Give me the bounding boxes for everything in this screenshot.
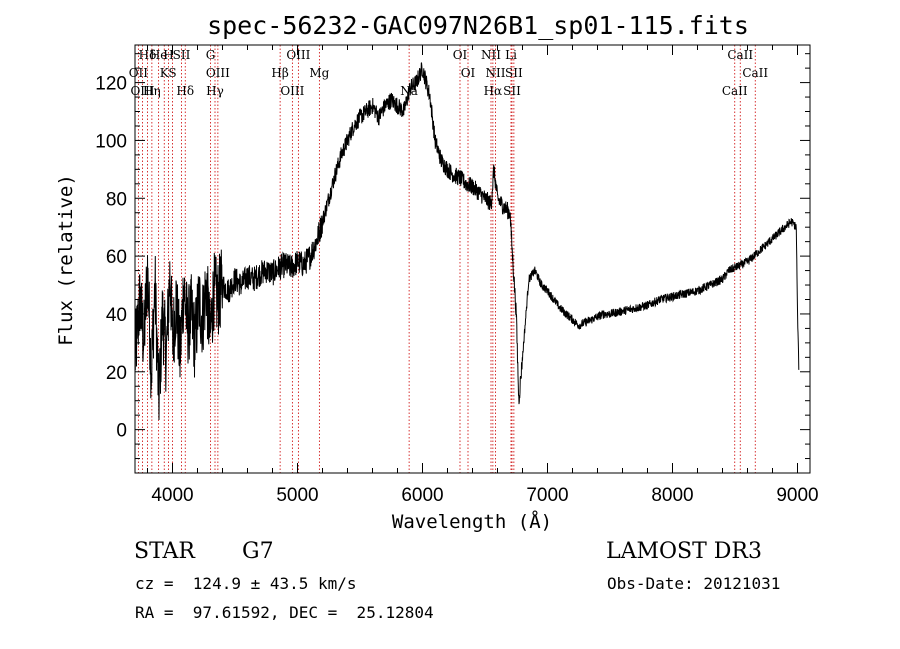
spectral-line-label: Hα [484, 84, 503, 98]
spectral-line-label: OI [461, 66, 476, 80]
y-tick-label: 60 [106, 247, 127, 268]
spectral-line-label: Hδ [176, 84, 194, 98]
x-tick-label: 5000 [276, 485, 318, 506]
chart-title: spec-56232-GAC097N26B1_sp01-115.fits [207, 11, 749, 40]
x-tick-label: 8000 [651, 485, 693, 506]
spectral-line-label: H [163, 48, 173, 62]
spectral-line-label: Li [505, 48, 517, 62]
y-tick-label: 0 [116, 421, 127, 442]
plot-frame [134, 44, 811, 474]
object-class: STAR [134, 539, 195, 564]
spectral-line-label: CaII [742, 66, 768, 80]
coordinates: RA = 97.61592, DEC = 25.12804 [135, 603, 434, 622]
y-tick-label: 100 [95, 131, 127, 152]
spectral-line-label: S [168, 66, 176, 80]
spectral-line-label: SII [503, 84, 521, 98]
spectral-line-label: Hη [143, 84, 161, 98]
x-tick-label: 6000 [401, 485, 443, 506]
spectral-line-label: G [206, 48, 216, 62]
flux-series [134, 62, 800, 421]
spectral-line-label: OII [129, 66, 149, 80]
y-tick-label: 80 [106, 189, 127, 210]
spectral-line-label: CaII [727, 48, 753, 62]
axis-ticks: 4000 5000 6000 7000 8000 9000 0 20 40 60 80 100 120 [95, 45, 819, 506]
spectral-line-label: NII [481, 48, 501, 62]
spectral-line-label: NII [486, 66, 506, 80]
spectral-line-label: Hδ [139, 48, 157, 62]
x-tick-label: 4000 [151, 485, 193, 506]
spectral-line-label: Mg [309, 66, 329, 80]
y-tick-label: 40 [106, 305, 127, 326]
x-tick-label: 7000 [526, 485, 568, 506]
redshift-info: cz = 124.9 ± 43.5 km/s [135, 574, 357, 593]
spectral-line-label: Hγ [206, 84, 224, 98]
spectral-line-label: OIII [286, 48, 310, 62]
spectral-line-label: OIII [206, 66, 230, 80]
spectral-line-label: SII [505, 66, 523, 80]
spectral-line-label: OI [453, 48, 468, 62]
object-subclass: G7 [242, 539, 274, 564]
x-tick-label: 9000 [776, 485, 818, 506]
spectral-line-label: CaII [722, 84, 748, 98]
spectral-line-label: He [150, 48, 168, 62]
spectral-line-label: SII [173, 48, 191, 62]
spectral-line-labels: HδOIIOIIIHeKHηHSHδSIIOIIIHγGHβOIIIOIIIMg… [129, 48, 769, 98]
spectral-line-markers [137, 45, 756, 473]
x-axis-label: Wavelength (Å) [392, 510, 552, 533]
y-axis-label: Flux (relative) [55, 174, 77, 346]
spectral-line-label: Hβ [271, 66, 288, 80]
survey-name: LAMOST DR3 [606, 539, 762, 564]
spectral-line-label: OIII [280, 84, 304, 98]
y-tick-label: 120 [95, 74, 127, 95]
y-tick-label: 20 [106, 363, 127, 384]
flux-line [134, 62, 800, 421]
spectral-line-label: OIII [130, 84, 154, 98]
obs-date: Obs-Date: 20121031 [607, 574, 781, 593]
spectral-line-label: K [160, 66, 170, 80]
